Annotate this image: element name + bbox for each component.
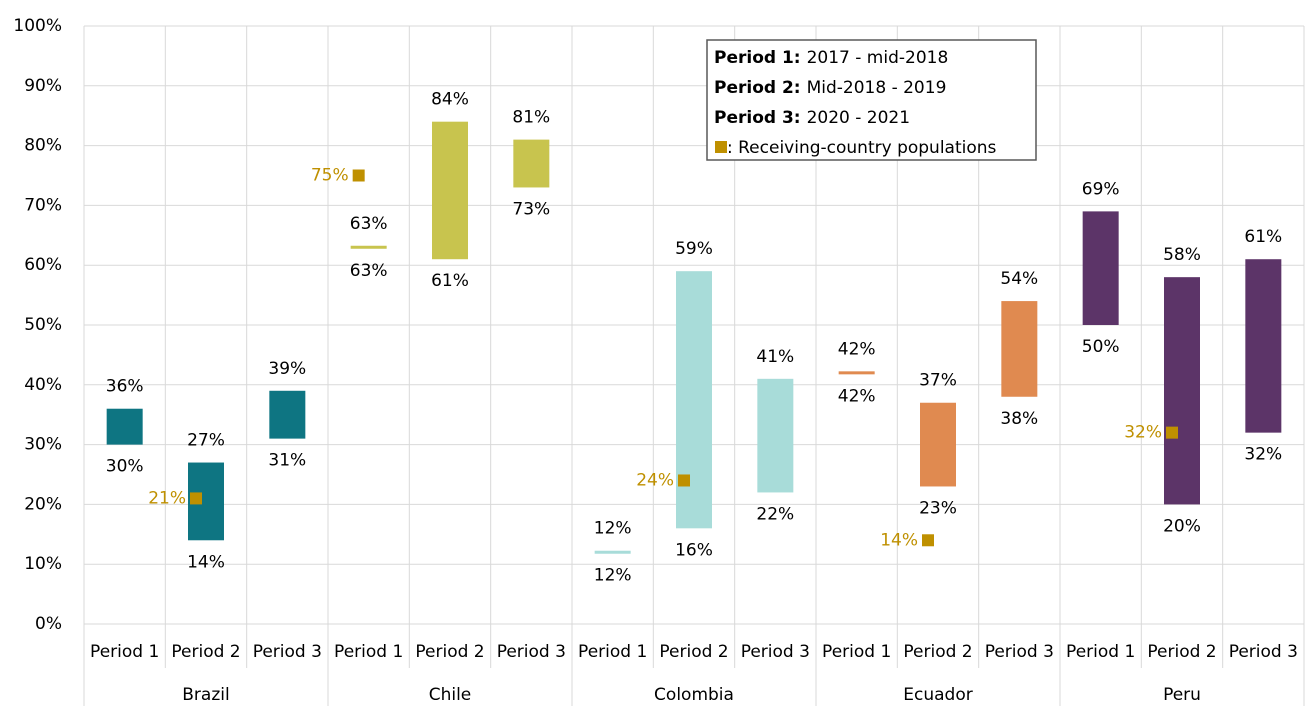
- low-label: 14%: [187, 552, 225, 572]
- low-label: 63%: [350, 261, 388, 281]
- range-bar: [106, 408, 143, 445]
- x-tick-label: Period 1: [90, 642, 159, 662]
- y-tick-label: 50%: [24, 315, 62, 335]
- marker-label: 14%: [880, 530, 918, 550]
- range-bar: [757, 378, 794, 493]
- low-label: 12%: [594, 566, 632, 586]
- group-label: Brazil: [182, 685, 229, 705]
- group-label: Ecuador: [903, 685, 972, 705]
- x-tick-label: Period 3: [1229, 642, 1298, 662]
- high-label: 41%: [756, 347, 794, 367]
- legend-term: Period 2:: [714, 78, 801, 98]
- low-label: 61%: [431, 271, 469, 291]
- high-label: 12%: [594, 519, 632, 539]
- receiving-marker: [678, 474, 690, 487]
- range-bar: [1245, 259, 1282, 433]
- range-bar: [1001, 301, 1038, 397]
- y-tick-label: 0%: [35, 614, 62, 634]
- y-tick-label: 90%: [24, 76, 62, 96]
- y-tick-label: 100%: [13, 16, 62, 36]
- low-label: 30%: [106, 457, 144, 477]
- high-label: 61%: [1244, 227, 1282, 247]
- high-label: 69%: [1082, 179, 1120, 199]
- y-tick-label: 20%: [24, 494, 62, 514]
- legend: Period 1: 2017 - mid-2018 Period 2: Mid-201…: [706, 39, 1037, 161]
- legend-text: 2020 - 2021: [807, 108, 910, 128]
- receiving-marker: [922, 534, 934, 547]
- legend-entry: Period 3: 2020 - 2021: [714, 108, 910, 128]
- high-label: 42%: [838, 339, 876, 359]
- receiving-marker: [352, 169, 365, 182]
- range-bar: [513, 139, 550, 188]
- range-bar: [594, 550, 631, 554]
- y-tick-label: 30%: [24, 435, 62, 455]
- group-label: Peru: [1163, 685, 1201, 705]
- x-tick-label: Period 3: [253, 642, 322, 662]
- low-label: 32%: [1244, 445, 1282, 465]
- y-tick-label: 70%: [24, 195, 62, 215]
- legend-term: Period 3:: [714, 108, 801, 128]
- low-label: 22%: [756, 504, 794, 524]
- y-tick-label: 10%: [24, 554, 62, 574]
- high-label: 59%: [675, 239, 713, 259]
- legend-entry: Period 2: Mid-2018 - 2019: [714, 78, 946, 98]
- range-bar: [350, 245, 387, 249]
- legend-box: [706, 39, 1037, 161]
- x-tick-label: Period 1: [334, 642, 403, 662]
- range-bar: [1082, 211, 1119, 325]
- low-label: 20%: [1163, 516, 1201, 536]
- low-label: 38%: [1000, 409, 1038, 429]
- high-label: 63%: [350, 214, 388, 234]
- marker-label: 75%: [311, 166, 349, 186]
- low-label: 31%: [268, 451, 306, 471]
- y-tick-label: 80%: [24, 136, 62, 156]
- x-tick-label: Period 1: [578, 642, 647, 662]
- range-bar: [1164, 277, 1200, 505]
- y-tick-label: 60%: [24, 255, 62, 275]
- receiving-marker: [1166, 426, 1178, 439]
- range-bar: [920, 402, 956, 487]
- range-bar: [432, 121, 468, 260]
- x-tick-label: Period 1: [1066, 642, 1135, 662]
- group-label: Chile: [429, 685, 472, 705]
- marker-label: 24%: [636, 470, 674, 490]
- high-label: 37%: [919, 371, 957, 391]
- x-tick-label: Period 2: [1147, 642, 1216, 662]
- legend-entry: Period 1: 2017 - mid-2018: [714, 48, 948, 68]
- legend-marker-text: : Receiving-country populations: [727, 138, 997, 158]
- receiving-marker: [190, 492, 202, 505]
- x-tick-label: Period 3: [985, 642, 1054, 662]
- high-label: 54%: [1000, 269, 1038, 289]
- high-label: 39%: [268, 359, 306, 379]
- high-label: 58%: [1163, 245, 1201, 265]
- low-label: 16%: [675, 540, 713, 560]
- range-bar: [269, 390, 306, 439]
- high-label: 36%: [106, 377, 144, 397]
- range-bar: [676, 271, 712, 529]
- marker-label: 32%: [1124, 423, 1162, 443]
- x-tick-label: Period 2: [171, 642, 240, 662]
- x-tick-label: Period 3: [741, 642, 810, 662]
- low-label: 50%: [1082, 337, 1120, 357]
- range-bar: [838, 371, 875, 375]
- y-tick-label: 40%: [24, 375, 62, 395]
- x-tick-label: Period 1: [822, 642, 891, 662]
- high-label: 27%: [187, 431, 225, 451]
- low-label: 23%: [919, 498, 957, 518]
- group-label: Colombia: [654, 685, 734, 705]
- low-label: 42%: [838, 386, 876, 406]
- marker-label: 21%: [148, 488, 186, 508]
- legend-marker: [715, 141, 727, 153]
- x-tick-label: Period 2: [415, 642, 484, 662]
- legend-text: Mid-2018 - 2019: [807, 78, 947, 98]
- x-tick-label: Period 2: [659, 642, 728, 662]
- legend-term: Period 1:: [714, 48, 801, 68]
- x-tick-label: Period 3: [497, 642, 566, 662]
- x-tick-label: Period 2: [903, 642, 972, 662]
- low-label: 73%: [512, 199, 550, 219]
- high-label: 84%: [431, 90, 469, 110]
- legend-text: 2017 - mid-2018: [807, 48, 949, 68]
- high-label: 81%: [512, 108, 550, 128]
